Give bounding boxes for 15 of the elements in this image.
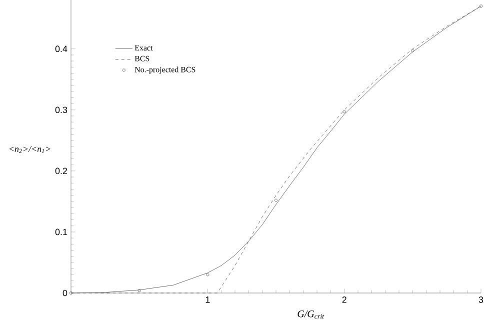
- x-tick-label: 2: [342, 296, 346, 303]
- point: [274, 198, 278, 202]
- y-tick-label: 0.2: [55, 168, 68, 174]
- x-tick-label: 3: [478, 296, 484, 303]
- x-tick-label: 1: [206, 296, 210, 303]
- y-tick-label: 0: [62, 290, 68, 296]
- y-tick-label: 0.1: [55, 228, 68, 236]
- y-tick-label: 0.3: [55, 106, 68, 114]
- y-tick-label: 0.4: [55, 46, 68, 52]
- y-axis-title: <n$_{2}$>/<n$_{1}$>: [9, 146, 50, 153]
- point: [411, 49, 414, 52]
- point: [206, 273, 210, 276]
- point: [138, 289, 141, 292]
- point: [342, 110, 346, 114]
- x-axis-title: G/G$_{crit}$: [298, 310, 324, 319]
